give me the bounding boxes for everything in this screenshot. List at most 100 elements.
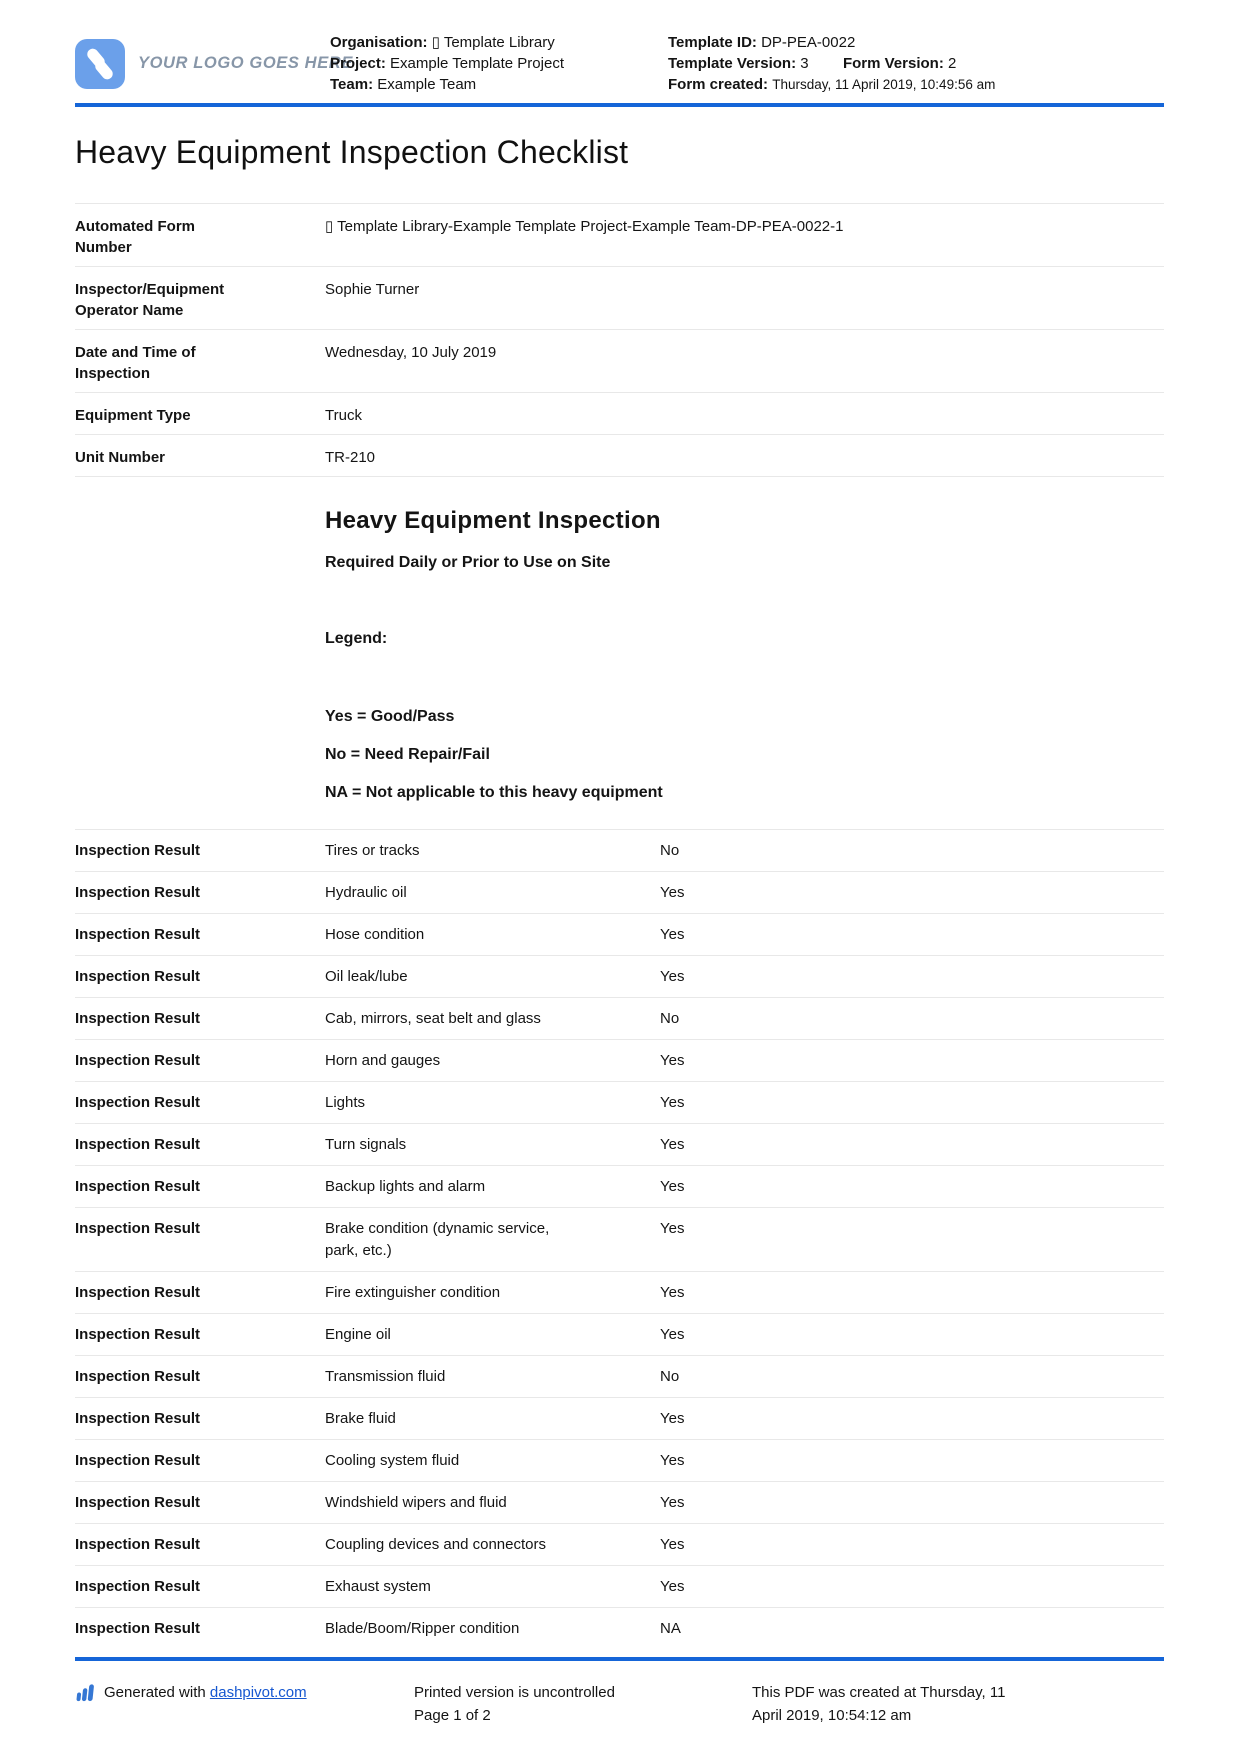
meta-row-value: Wednesday, 10 July 2019 bbox=[325, 344, 497, 361]
inspection-row-label: Inspection Result bbox=[75, 1578, 201, 1595]
page-header: YOUR LOGO GOES HERE Organisation: ▯ Temp… bbox=[75, 0, 1164, 95]
meta-row-value: Sophie Turner bbox=[325, 281, 420, 298]
inspection-row-label: Inspection Result bbox=[75, 1220, 201, 1237]
team-label: Team: bbox=[330, 76, 378, 93]
legend-no: No = Need Repair/Fail bbox=[325, 746, 490, 763]
inspection-result: Yes bbox=[660, 1136, 685, 1153]
inspection-result: Yes bbox=[660, 1578, 685, 1595]
inspection-result: Yes bbox=[660, 968, 685, 985]
team-line: Team: Example Team bbox=[330, 74, 668, 95]
inspection-item: Backup lights and alarm bbox=[325, 1178, 486, 1195]
form-created-label: Form created: bbox=[668, 76, 773, 93]
form-meta-table: Automated Form Number ▯ Template Library… bbox=[75, 203, 1164, 477]
inspection-item: Hose condition bbox=[325, 926, 425, 943]
inspection-result: Yes bbox=[660, 1284, 685, 1301]
footer-generated-block: Generated with dashpivot.com bbox=[75, 1681, 414, 1727]
footer-created-block: This PDF was created at Thursday, 11 Apr… bbox=[752, 1681, 1032, 1727]
table-row: Inspector/Equipment Operator Name Sophie… bbox=[75, 266, 1164, 329]
inspection-row-label: Inspection Result bbox=[75, 1536, 201, 1553]
table-row: Date and Time of Inspection Wednesday, 1… bbox=[75, 329, 1164, 392]
printed-version-text: Printed version is uncontrolled bbox=[414, 1684, 615, 1701]
inspection-item: Tires or tracks bbox=[325, 842, 420, 859]
inspection-row-label: Inspection Result bbox=[75, 1136, 201, 1153]
template-version-value: 3 bbox=[800, 55, 809, 72]
template-version-label: Template Version: bbox=[668, 55, 801, 72]
table-row: Inspection Result Cooling system fluid Y… bbox=[75, 1439, 1164, 1481]
table-row: Inspection Result Horn and gauges Yes bbox=[75, 1039, 1164, 1081]
meta-row-value: TR-210 bbox=[325, 449, 376, 466]
table-row: Inspection Result Engine oil Yes bbox=[75, 1313, 1164, 1355]
inspection-row-label: Inspection Result bbox=[75, 1178, 201, 1195]
table-row: Inspection Result Brake fluid Yes bbox=[75, 1397, 1164, 1439]
inspection-result: No bbox=[660, 1010, 680, 1027]
inspection-result: Yes bbox=[660, 1094, 685, 1111]
table-row: Inspection Result Turn signals Yes bbox=[75, 1123, 1164, 1165]
table-row: Inspection Result Tires or tracks No bbox=[75, 829, 1164, 871]
table-row: Inspection Result Oil leak/lube Yes bbox=[75, 955, 1164, 997]
form-version-label: Form Version: bbox=[842, 55, 948, 72]
meta-row-label: Automated Form Number bbox=[75, 218, 195, 256]
inspection-result: Yes bbox=[660, 926, 685, 943]
inspection-item: Horn and gauges bbox=[325, 1052, 441, 1069]
team-value: Example Team bbox=[377, 76, 477, 93]
inspection-item: Cab, mirrors, seat belt and glass bbox=[325, 1010, 541, 1027]
organisation-value: ▯ Template Library bbox=[431, 34, 555, 51]
page-title: Heavy Equipment Inspection Checklist bbox=[75, 134, 629, 170]
inspection-row-label: Inspection Result bbox=[75, 1284, 201, 1301]
generated-prefix: Generated with bbox=[104, 1684, 210, 1701]
inspection-row-label: Inspection Result bbox=[75, 842, 201, 859]
inspection-item: Turn signals bbox=[325, 1136, 407, 1153]
form-created-value: Thursday, 11 April 2019, 10:49:56 am bbox=[772, 77, 996, 92]
inspection-row-label: Inspection Result bbox=[75, 1620, 201, 1637]
inspection-result: Yes bbox=[660, 884, 685, 901]
meta-row-label: Equipment Type bbox=[75, 407, 191, 424]
meta-row-label: Inspector/Equipment Operator Name bbox=[75, 281, 225, 319]
table-row: Automated Form Number ▯ Template Library… bbox=[75, 203, 1164, 266]
inspection-item: Fire extinguisher condition bbox=[325, 1284, 501, 1301]
inspection-row-label: Inspection Result bbox=[75, 884, 201, 901]
table-row: Inspection Result Hydraulic oil Yes bbox=[75, 871, 1164, 913]
inspection-row-label: Inspection Result bbox=[75, 1094, 201, 1111]
project-label: Project: bbox=[330, 55, 391, 72]
inspection-result: Yes bbox=[660, 1178, 685, 1195]
inspection-results-table: Inspection Result Tires or tracks No Ins… bbox=[75, 829, 1164, 1649]
inspection-row-label: Inspection Result bbox=[75, 1010, 201, 1027]
organisation-label: Organisation: bbox=[330, 34, 432, 51]
generated-with-text: Generated with dashpivot.com bbox=[104, 1681, 307, 1727]
table-row: Inspection Result Backup lights and alar… bbox=[75, 1165, 1164, 1207]
pdf-created-text: This PDF was created at Thursday, 11 Apr… bbox=[752, 1684, 1006, 1724]
legend-label: Legend: bbox=[325, 630, 388, 647]
inspection-result: Yes bbox=[660, 1220, 685, 1237]
page-footer: Generated with dashpivot.com Printed ver… bbox=[75, 1681, 1164, 1727]
page-number-text: Page 1 of 2 bbox=[414, 1707, 491, 1724]
inspection-result: NA bbox=[660, 1620, 681, 1637]
table-row: Inspection Result Hose condition Yes bbox=[75, 913, 1164, 955]
project-value: Example Template Project bbox=[390, 55, 564, 72]
legend-na: NA = Not applicable to this heavy equipm… bbox=[325, 784, 663, 801]
inspection-row-label: Inspection Result bbox=[75, 926, 201, 943]
dashpivot-link[interactable]: dashpivot.com bbox=[209, 1684, 307, 1701]
logo-block: YOUR LOGO GOES HERE bbox=[75, 32, 352, 95]
section-subheading: Required Daily or Prior to Use on Site bbox=[325, 554, 611, 571]
table-row: Inspection Result Exhaust system Yes bbox=[75, 1565, 1164, 1607]
table-row: Inspection Result Cab, mirrors, seat bel… bbox=[75, 997, 1164, 1039]
inspection-item: Coupling devices and connectors bbox=[325, 1536, 546, 1553]
inspection-row-label: Inspection Result bbox=[75, 1326, 201, 1343]
footer-printed-block: Printed version is uncontrolled Page 1 o… bbox=[414, 1681, 752, 1727]
inspection-row-label: Inspection Result bbox=[75, 1052, 201, 1069]
inspection-row-label: Inspection Result bbox=[75, 1452, 201, 1469]
table-row: Inspection Result Fire extinguisher cond… bbox=[75, 1271, 1164, 1313]
version-line: Template Version: 3 Form Version: 2 bbox=[668, 53, 1164, 74]
table-row: Inspection Result Coupling devices and c… bbox=[75, 1523, 1164, 1565]
company-logo-icon bbox=[75, 38, 125, 89]
template-id-value: DP-PEA-0022 bbox=[761, 34, 856, 51]
header-org-column: Organisation: ▯ Template Library Project… bbox=[330, 32, 668, 95]
meta-row-label: Unit Number bbox=[75, 449, 165, 466]
legend-yes: Yes = Good/Pass bbox=[325, 708, 455, 725]
dashpivot-bars-icon bbox=[75, 1682, 96, 1703]
inspection-item: Brake fluid bbox=[325, 1410, 396, 1427]
inspection-item: Brake condition (dynamic service, park, … bbox=[325, 1220, 550, 1259]
inspection-item: Transmission fluid bbox=[325, 1368, 446, 1385]
inspection-result: No bbox=[660, 842, 680, 859]
table-row: Equipment Type Truck bbox=[75, 392, 1164, 434]
